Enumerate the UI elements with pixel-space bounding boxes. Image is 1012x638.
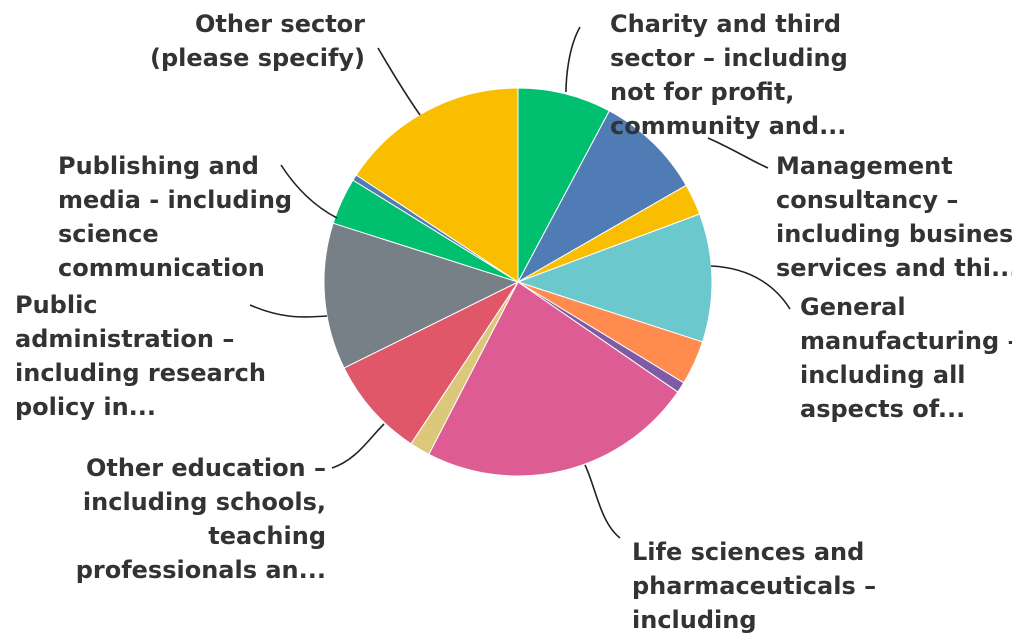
leader-line-1 [707, 137, 769, 169]
slice-label-line: community and... [610, 112, 846, 140]
slice-label-line: consultancy – [776, 186, 958, 214]
slice-label-line: teaching [208, 522, 326, 550]
pie-slice-3 [516, 213, 713, 343]
leader-line-3 [710, 265, 791, 310]
slice-label-line: manufacturing – [800, 327, 1012, 355]
pie-slice-12 [355, 87, 519, 283]
slice-label-line: administration – [15, 325, 234, 353]
slice-label-line: professionals an... [76, 556, 326, 584]
slice-label-10: Publishing and media - including science co… [58, 152, 292, 282]
leader-line-10 [280, 164, 338, 219]
leader-line-8 [331, 423, 385, 469]
leader-line-6 [584, 464, 621, 539]
leader-line-12 [377, 47, 421, 116]
leader-line-0 [565, 26, 581, 93]
pie-slice-0 [517, 87, 610, 283]
pie-slice-6 [428, 281, 679, 477]
slice-label-line: not for profit, [610, 78, 794, 106]
pie-slice-9 [323, 222, 520, 369]
slice-label-line: services and thi... [776, 254, 1012, 282]
leader-lines [249, 26, 791, 539]
pie-slices [323, 87, 713, 477]
slice-label-line: policy in... [15, 393, 156, 421]
slice-label-line: communication [58, 254, 265, 282]
pie-slice-8 [343, 280, 520, 445]
slice-label-6: Life sciences and pharmaceuticals – includ… [632, 538, 876, 638]
slice-labels: Charity and third sector – including not f… [15, 10, 1012, 638]
slice-label-line: media - including [58, 186, 292, 214]
slice-label-3: General manufacturing – including all aspec… [800, 293, 1012, 423]
slice-label-line: sector – including [610, 44, 848, 72]
slice-label-line: Management [776, 152, 953, 180]
slice-label-8: Other education – including schools, teach… [76, 454, 326, 584]
slice-label-line: Other education – [86, 454, 326, 482]
slice-label-12: Other sector (please specify) [150, 10, 365, 72]
slice-label-line: science [58, 220, 159, 248]
slice-label-line: including business [776, 220, 1012, 248]
slice-label-line: including all [800, 361, 966, 389]
slice-label-line: including [632, 606, 757, 634]
slice-label-line: General [800, 293, 906, 321]
slice-label-line: including schools, [83, 488, 326, 516]
leader-line-9 [249, 304, 328, 318]
slice-label-line: Life sciences and [632, 538, 864, 566]
slice-label-line: pharmaceuticals – [632, 572, 876, 600]
slice-label-1: Management consultancy – including busines… [776, 152, 1012, 282]
slice-label-9: Public administration – including research… [15, 291, 266, 421]
slice-label-line: Charity and third [610, 10, 841, 38]
slice-label-line: Publishing and [58, 152, 259, 180]
slice-label-line: aspects of... [800, 395, 965, 423]
slice-label-line: Public [15, 291, 98, 319]
slice-label-line: (please specify) [150, 44, 365, 72]
slice-label-0: Charity and third sector – including not f… [610, 10, 848, 140]
slice-label-line: Other sector [195, 10, 365, 38]
slice-label-line: including research [15, 359, 266, 387]
pie-slice-1 [516, 110, 687, 284]
